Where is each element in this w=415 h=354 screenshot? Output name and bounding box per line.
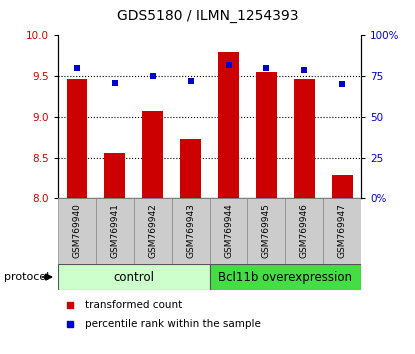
Point — [112, 80, 118, 85]
Bar — [67, 79, 88, 198]
Point — [225, 62, 232, 68]
Text: protocol: protocol — [4, 272, 49, 282]
Point — [263, 65, 270, 71]
Bar — [210, 264, 361, 290]
Point — [339, 81, 345, 87]
Point — [149, 73, 156, 79]
Text: control: control — [113, 270, 154, 284]
Point — [67, 321, 73, 327]
Bar — [96, 198, 134, 264]
Point — [187, 78, 194, 84]
Text: GSM769941: GSM769941 — [110, 204, 120, 258]
Bar — [134, 198, 172, 264]
Bar — [218, 52, 239, 198]
Bar — [286, 198, 323, 264]
Bar — [180, 139, 201, 198]
Point — [74, 65, 81, 71]
Point — [67, 302, 73, 308]
Text: GSM769942: GSM769942 — [148, 204, 157, 258]
Text: Bcl11b overexpression: Bcl11b overexpression — [218, 270, 352, 284]
Bar — [247, 198, 285, 264]
Text: GSM769945: GSM769945 — [262, 204, 271, 258]
Bar — [172, 198, 210, 264]
Bar — [332, 176, 352, 198]
Bar — [105, 153, 125, 198]
Text: transformed count: transformed count — [85, 300, 183, 310]
Text: GSM769940: GSM769940 — [73, 204, 81, 258]
Bar — [256, 72, 277, 198]
Point — [301, 67, 308, 73]
Bar — [210, 198, 247, 264]
Bar — [58, 198, 96, 264]
Bar — [142, 111, 163, 198]
Text: percentile rank within the sample: percentile rank within the sample — [85, 319, 261, 329]
Text: GSM769944: GSM769944 — [224, 204, 233, 258]
Bar — [323, 198, 361, 264]
Text: GSM769946: GSM769946 — [300, 204, 309, 258]
Bar — [294, 79, 315, 198]
Bar — [58, 264, 210, 290]
Text: GSM769947: GSM769947 — [338, 204, 347, 258]
Text: GDS5180 / ILMN_1254393: GDS5180 / ILMN_1254393 — [117, 9, 298, 23]
Text: GSM769943: GSM769943 — [186, 204, 195, 258]
